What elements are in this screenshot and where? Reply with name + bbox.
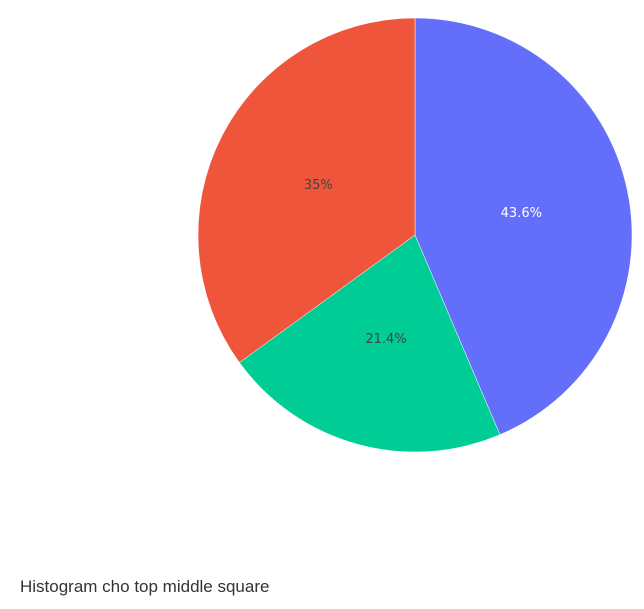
pie-slice-3[interactable]: [197, 17, 416, 363]
pie-slice-label: 21.4%: [365, 332, 406, 347]
pie-chart-svg: 43.6% 21.4% 35%: [197, 17, 633, 453]
pie-slice-label: 43.6%: [501, 206, 542, 221]
pie-slice-2[interactable]: [239, 234, 501, 453]
pie-slice-1[interactable]: [414, 17, 633, 436]
pie-slices: [197, 17, 633, 453]
pie-slice-labels: 43.6% 21.4% 35%: [304, 178, 542, 347]
pie-chart: 43.6% 21.4% 35%: [197, 17, 633, 453]
chart-caption: Histogram cho top middle square: [20, 577, 270, 596]
pie-slice-label: 35%: [304, 178, 333, 193]
